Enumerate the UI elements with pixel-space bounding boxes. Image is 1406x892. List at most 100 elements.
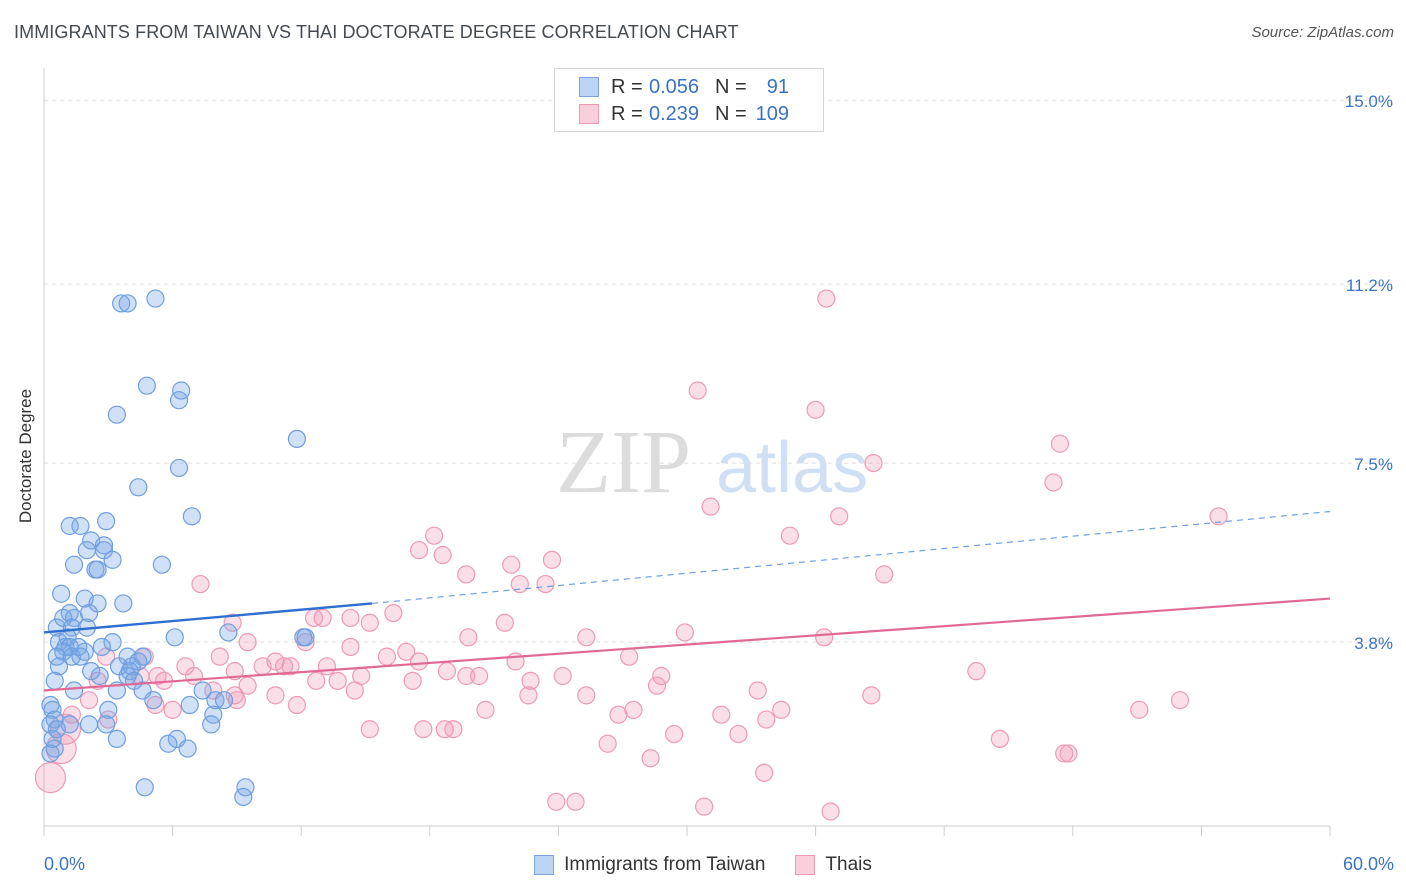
taiwan-point [118, 294, 137, 313]
thais-point [806, 400, 825, 419]
thais-point [79, 691, 99, 710]
thais-point [457, 666, 476, 686]
y-axis-label: Doctorate Degree [16, 388, 35, 524]
thais-point [502, 555, 521, 574]
legend-swatch-taiwan [579, 77, 599, 97]
thais-point [341, 608, 360, 628]
thais-point [780, 526, 799, 545]
thais-point [223, 613, 242, 632]
thais-point [469, 666, 489, 686]
thais-point [510, 574, 529, 594]
thais-point [864, 453, 883, 473]
thais-point [377, 647, 397, 666]
thais-point [433, 545, 452, 565]
thais-point [817, 289, 836, 308]
thais-point [815, 628, 834, 647]
thais-point [748, 681, 767, 700]
legend-label-taiwan: Immigrants from Taiwan [564, 854, 766, 875]
taiwan-point [79, 715, 99, 734]
legend-r-value: 0.056 [649, 75, 700, 98]
taiwan-point [49, 657, 69, 676]
thais-point [553, 666, 572, 686]
thais-point [729, 724, 748, 744]
thais-point [424, 526, 444, 545]
thais-point [519, 686, 538, 705]
x-tick-labels: 0.0% 60.0% [44, 854, 1394, 874]
taiwan-point [234, 787, 253, 807]
thais-point [821, 802, 840, 821]
taiwan-point [135, 778, 154, 797]
thais-point [163, 700, 182, 719]
thais-point [253, 657, 272, 676]
thais-point [437, 662, 457, 681]
thais-point [652, 666, 671, 686]
legend-item-taiwan[interactable]: Immigrants from Taiwan [534, 854, 765, 876]
legend-n-label: N = [715, 75, 747, 98]
thais-point [875, 565, 894, 584]
thais-point [403, 671, 422, 690]
taiwan-point [152, 555, 171, 574]
taiwan-point [64, 555, 84, 574]
taiwan-point [47, 720, 66, 739]
thais-point [665, 724, 684, 744]
taiwan-point [92, 637, 111, 657]
legend-label-thais: Thais [825, 854, 872, 875]
thais-point [990, 729, 1010, 749]
taiwan-point [60, 516, 79, 536]
thais-point [34, 762, 67, 794]
thais-point [409, 541, 429, 560]
thais-point [757, 710, 776, 729]
source-attribution: Source: ZipAtlas.com [1251, 24, 1394, 41]
thais-point [287, 695, 307, 715]
thais-point [360, 613, 379, 632]
thais-point [409, 652, 429, 671]
taiwan-point [296, 628, 315, 647]
taiwan-point [193, 681, 212, 700]
legend-swatch-thais [795, 855, 816, 875]
thais-point [772, 700, 791, 719]
thais-point [1130, 700, 1149, 719]
legend-n-value: 91 [766, 75, 789, 98]
legend-row-thais: R = 0.239 N = 109 [579, 101, 789, 127]
thais-point [317, 657, 337, 676]
thais-point [695, 797, 714, 816]
thais-point [1170, 691, 1190, 710]
taiwan-point [165, 628, 184, 647]
thais-point [345, 681, 364, 700]
thais-point [495, 613, 514, 632]
taiwan-point [82, 662, 101, 681]
thais-point [967, 662, 986, 681]
legend-n-label: N = [715, 102, 747, 125]
thais-point [328, 671, 347, 690]
thais-point [341, 637, 360, 657]
thais-point [712, 705, 731, 724]
thais-points [34, 289, 1228, 821]
thais-point [238, 633, 257, 652]
taiwan-point [180, 695, 199, 715]
legend-item-thais[interactable]: Thais [795, 854, 872, 876]
thais-point [307, 671, 326, 690]
grid-lines [44, 99, 1392, 643]
taiwan-point [103, 633, 122, 652]
taiwan-trend-line [43, 602, 373, 634]
taiwan-point [45, 671, 64, 690]
legend-n-value: 109 [755, 102, 789, 125]
taiwan-point [107, 405, 126, 424]
thais-point [1050, 434, 1070, 453]
taiwan-point [287, 429, 307, 449]
thais-point [191, 574, 210, 594]
taiwan-point [97, 715, 116, 734]
taiwan-point [107, 729, 126, 749]
thais-point [577, 686, 596, 705]
taiwan-point [77, 541, 96, 560]
thais-point [397, 642, 416, 661]
taiwan-point [146, 289, 165, 308]
thais-point [1055, 744, 1074, 763]
taiwan-point [122, 657, 141, 676]
taiwan-point [169, 458, 189, 478]
thais-point [609, 705, 628, 724]
thais-point [1209, 507, 1228, 526]
watermark: ZIP atlas [556, 413, 868, 512]
thais-point [281, 657, 300, 676]
